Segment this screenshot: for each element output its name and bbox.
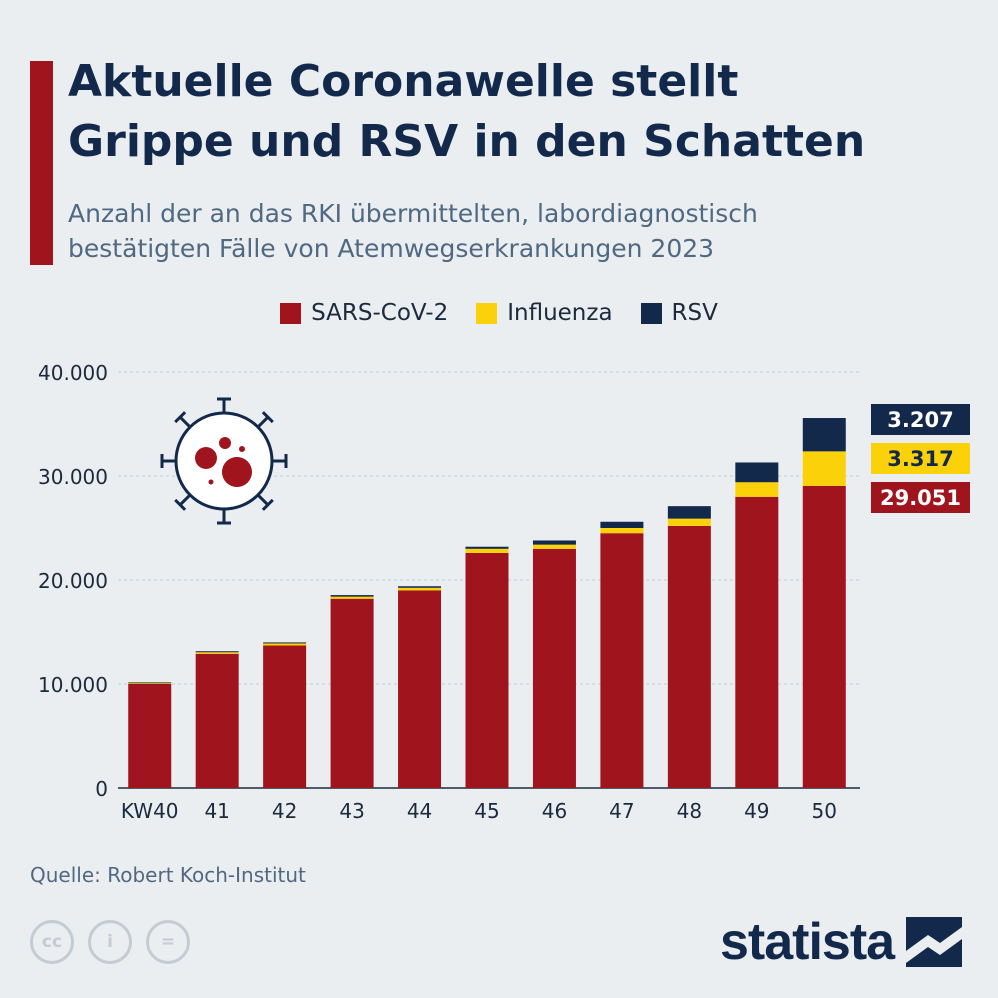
bar-sars-46[interactable] xyxy=(532,548,576,788)
bar-sars-KW40[interactable] xyxy=(128,684,172,788)
y-tick-label: 40.000 xyxy=(38,361,108,385)
bar-influenza-47[interactable] xyxy=(600,528,644,534)
bar-chart: 0 10.000 20.000 30.000 40.000 KW40 41 42 43 44 45… xyxy=(38,361,970,823)
x-tick-label: 46 xyxy=(542,799,567,823)
bar-rsv-44[interactable] xyxy=(398,586,442,588)
legend-label-influenza: Influenza xyxy=(507,300,613,326)
source-note: Quelle: Robert Koch-Institut xyxy=(30,863,306,887)
bar-rsv-43[interactable] xyxy=(330,595,374,597)
bar-sars-43[interactable] xyxy=(330,598,374,788)
chart-subtitle: Anzahl der an das RKI übermittelten, lab… xyxy=(68,199,758,263)
bar-influenza-45[interactable] xyxy=(465,548,509,553)
chart-title: Aktuelle Coronawelle stellt Grippe und R… xyxy=(68,56,866,167)
bar-rsv-42[interactable] xyxy=(263,642,307,644)
legend-item-influenza: Influenza xyxy=(476,300,613,326)
statista-logo-icon xyxy=(906,917,963,967)
by-icon[interactable]: i xyxy=(88,920,132,964)
license-icons: cc i = xyxy=(30,920,190,964)
x-tick-label: 43 xyxy=(339,799,364,823)
bar-influenza-46[interactable] xyxy=(532,544,576,549)
legend-swatch-sars xyxy=(280,302,302,324)
annotation-label: 3.207 xyxy=(887,408,953,432)
legend-label-rsv: RSV xyxy=(671,300,718,326)
bar-rsv-46[interactable] xyxy=(532,540,576,545)
bar-rsv-49[interactable] xyxy=(735,462,779,483)
bar-rsv-41[interactable] xyxy=(195,651,239,653)
x-tick-label: 41 xyxy=(204,799,229,823)
y-tick-label: 30.000 xyxy=(38,465,108,489)
x-tick-label: 50 xyxy=(812,799,837,823)
bar-rsv-48[interactable] xyxy=(667,506,711,519)
bar-sars-42[interactable] xyxy=(263,645,307,788)
statista-logo[interactable]: statista xyxy=(720,912,963,972)
bar-sars-44[interactable] xyxy=(398,590,442,788)
y-tick-label: 0 xyxy=(95,777,108,801)
y-tick-label: 10.000 xyxy=(38,673,108,697)
virus-icon xyxy=(160,397,288,525)
annotation-box xyxy=(871,443,970,474)
bar-sars-50[interactable] xyxy=(802,485,846,788)
x-tick-label: KW40 xyxy=(121,799,179,823)
annotation-label: 3.317 xyxy=(887,447,953,471)
x-tick-label: 42 xyxy=(272,799,297,823)
annotation-box xyxy=(871,404,970,435)
bar-influenza-44[interactable] xyxy=(398,587,442,591)
bar-influenza-KW40[interactable] xyxy=(128,682,172,684)
bar-rsv-47[interactable] xyxy=(600,521,644,528)
legend: SARS-CoV-2 Influenza RSV xyxy=(0,300,998,326)
x-tick-label: 48 xyxy=(677,799,702,823)
bar-influenza-43[interactable] xyxy=(330,596,374,599)
bar-sars-45[interactable] xyxy=(465,552,509,788)
x-tick-label: 44 xyxy=(407,799,432,823)
x-tick-label: 49 xyxy=(744,799,769,823)
bar-influenza-49[interactable] xyxy=(735,482,779,497)
bar-sars-49[interactable] xyxy=(735,496,779,788)
legend-swatch-influenza xyxy=(476,302,498,324)
x-tick-label: 45 xyxy=(474,799,499,823)
bar-sars-48[interactable] xyxy=(667,525,711,788)
bar-influenza-42[interactable] xyxy=(263,643,307,646)
bar-influenza-50[interactable] xyxy=(802,451,846,486)
bar-rsv-KW40[interactable] xyxy=(128,682,172,684)
accent-bar xyxy=(30,61,53,265)
bar-sars-47[interactable] xyxy=(600,533,644,788)
annotation-box xyxy=(871,482,970,513)
legend-item-rsv: RSV xyxy=(640,300,718,326)
nd-icon[interactable]: = xyxy=(146,920,190,964)
cc-icon[interactable]: cc xyxy=(30,920,74,964)
bar-rsv-45[interactable] xyxy=(465,546,509,549)
bar-influenza-41[interactable] xyxy=(195,652,239,654)
bar-sars-41[interactable] xyxy=(195,653,239,788)
x-tick-label: 47 xyxy=(609,799,634,823)
y-tick-label: 20.000 xyxy=(38,569,108,593)
legend-item-sars: SARS-CoV-2 xyxy=(280,300,448,326)
annotation-label: 29.051 xyxy=(880,486,961,510)
legend-swatch-rsv xyxy=(640,302,662,324)
legend-label-sars: SARS-CoV-2 xyxy=(311,300,449,326)
statista-wordmark: statista xyxy=(720,913,895,971)
bar-influenza-48[interactable] xyxy=(667,518,711,526)
bar-rsv-50[interactable] xyxy=(802,418,846,452)
